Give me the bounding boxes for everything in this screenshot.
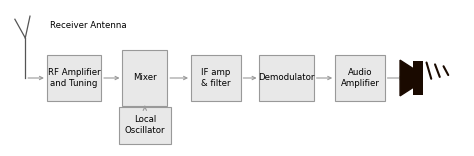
Text: Mixer: Mixer <box>133 73 156 83</box>
Text: Audio
Amplifier: Audio Amplifier <box>340 68 379 88</box>
Text: RF Amplifier
and Tuning: RF Amplifier and Tuning <box>47 68 100 88</box>
Bar <box>259 55 314 101</box>
Bar <box>119 107 171 144</box>
Text: Receiver Antenna: Receiver Antenna <box>50 21 127 30</box>
Bar <box>413 61 423 95</box>
Bar <box>47 55 101 101</box>
Polygon shape <box>400 60 413 96</box>
Bar <box>191 55 240 101</box>
Text: IF amp
& filter: IF amp & filter <box>201 68 230 88</box>
Bar <box>122 50 167 106</box>
Bar <box>335 55 385 101</box>
Text: Local
Oscillator: Local Oscillator <box>125 115 165 135</box>
Text: Demodulator: Demodulator <box>258 73 315 83</box>
